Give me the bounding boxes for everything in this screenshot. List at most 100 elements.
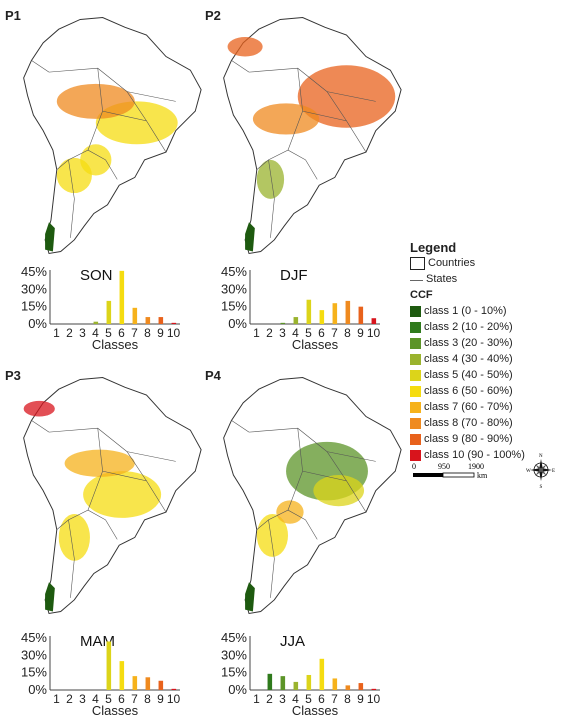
bar-class-10 bbox=[371, 318, 377, 324]
map-p2 bbox=[223, 17, 402, 255]
x-tick-label: 6 bbox=[118, 326, 125, 340]
y-tick-label: 45% bbox=[21, 630, 47, 645]
bar-class-2 bbox=[267, 673, 273, 690]
scale-unit: km bbox=[477, 471, 488, 480]
bar-class-8 bbox=[145, 317, 151, 324]
y-tick-label: 15% bbox=[21, 299, 47, 314]
x-tick-label: 5 bbox=[305, 692, 312, 706]
panel-label-p1: P1 bbox=[5, 8, 21, 23]
legend-class-4: class 4 (30 - 40%) bbox=[410, 351, 560, 367]
y-tick-label: 0% bbox=[28, 316, 47, 331]
class-swatch bbox=[410, 305, 421, 317]
class-label: class 10 (90 - 100%) bbox=[424, 449, 525, 461]
x-tick-label: 2 bbox=[266, 692, 273, 706]
bar-class-7 bbox=[332, 303, 338, 324]
class-swatch bbox=[410, 385, 421, 397]
class-label: class 4 (30 - 40%) bbox=[424, 353, 513, 365]
y-tick-label: 15% bbox=[221, 299, 247, 314]
x-tick-label: 10 bbox=[167, 326, 181, 340]
x-axis-label: Classes bbox=[92, 337, 139, 352]
season-label: MAM bbox=[80, 633, 115, 650]
class-swatch bbox=[410, 401, 421, 413]
x-tick-label: 3 bbox=[279, 692, 286, 706]
class-label: class 2 (10 - 20%) bbox=[424, 321, 513, 333]
y-tick-label: 30% bbox=[221, 647, 247, 662]
x-tick-label: 4 bbox=[92, 326, 99, 340]
x-tick-label: 1 bbox=[53, 692, 60, 706]
x-tick-label: 8 bbox=[344, 692, 351, 706]
y-tick-label: 30% bbox=[221, 281, 247, 296]
x-tick-label: 5 bbox=[105, 326, 112, 340]
bar-class-6 bbox=[119, 270, 125, 324]
bar-class-5 bbox=[106, 300, 112, 324]
bar-class-10 bbox=[171, 322, 177, 324]
legend-class-5: class 5 (40 - 50%) bbox=[410, 367, 560, 383]
scale-tick-2: 1900 bbox=[468, 462, 484, 471]
map-legend: Legend Countries States CCF class 1 (0 -… bbox=[410, 240, 560, 463]
y-tick-label: 45% bbox=[221, 630, 247, 645]
map-p3 bbox=[23, 377, 202, 615]
x-tick-label: 1 bbox=[253, 692, 260, 706]
x-tick-label: 7 bbox=[331, 326, 338, 340]
x-tick-label: 9 bbox=[157, 692, 164, 706]
bar-class-10 bbox=[171, 688, 177, 690]
season-label: DJF bbox=[280, 267, 308, 284]
bar-class-9 bbox=[158, 680, 164, 690]
chart-djf: 0% 15% 30% 45% DJF 1 2 3 4 5 6 7 8 9 10 Classes bbox=[221, 264, 381, 352]
y-tick-label: 30% bbox=[21, 281, 47, 296]
class-label: class 8 (70 - 80%) bbox=[424, 417, 513, 429]
x-tick-label: 8 bbox=[144, 692, 151, 706]
chart-jja: 0% 15% 30% 45% JJA 1 2 3 4 5 6 7 8 9 10 Classes bbox=[221, 630, 381, 718]
bar-class-5 bbox=[306, 299, 312, 324]
bar-class-7 bbox=[132, 307, 138, 324]
bar-class-9 bbox=[358, 683, 364, 690]
legend-class-6: class 6 (50 - 60%) bbox=[410, 383, 560, 399]
class-label: class 9 (80 - 90%) bbox=[424, 433, 513, 445]
class-label: class 1 (0 - 10%) bbox=[424, 305, 507, 317]
x-tick-label: 6 bbox=[318, 692, 325, 706]
x-tick-label: 2 bbox=[66, 326, 73, 340]
class-label: class 7 (60 - 70%) bbox=[424, 401, 513, 413]
class-swatch bbox=[410, 321, 421, 333]
y-tick-label: 0% bbox=[228, 316, 247, 331]
chart-son: 0% 15% 30% 45% SON 1 2 3 4 5 6 7 8 9 10 Classes bbox=[21, 264, 181, 352]
x-tick-label: 10 bbox=[367, 326, 381, 340]
bar-class-9 bbox=[358, 306, 364, 324]
bar-class-4 bbox=[93, 321, 99, 324]
x-tick-label: 8 bbox=[344, 326, 351, 340]
bar-class-4 bbox=[293, 317, 299, 324]
bar-class-8 bbox=[145, 677, 151, 690]
bar-class-6 bbox=[119, 661, 125, 690]
class-label: class 3 (20 - 30%) bbox=[424, 337, 513, 349]
panel-label-p2: P2 bbox=[205, 8, 221, 23]
x-tick-label: 7 bbox=[331, 692, 338, 706]
class-swatch bbox=[410, 369, 421, 381]
x-tick-label: 5 bbox=[105, 692, 112, 706]
y-tick-label: 30% bbox=[21, 647, 47, 662]
scale-tick-1: 950 bbox=[438, 462, 450, 471]
bar-class-3 bbox=[280, 322, 286, 324]
svg-text:W: W bbox=[526, 469, 531, 474]
class-swatch bbox=[410, 337, 421, 349]
class-label: class 5 (40 - 50%) bbox=[424, 369, 513, 381]
bar-class-7 bbox=[132, 676, 138, 690]
svg-text:E: E bbox=[552, 469, 555, 474]
season-label: JJA bbox=[280, 633, 305, 650]
bar-class-10 bbox=[371, 688, 377, 690]
x-tick-label: 3 bbox=[79, 326, 86, 340]
class-label: class 6 (50 - 60%) bbox=[424, 385, 513, 397]
map-p1 bbox=[23, 17, 202, 255]
svg-text:N: N bbox=[539, 454, 543, 459]
legend-class-9: class 9 (80 - 90%) bbox=[410, 431, 560, 447]
svg-text:S: S bbox=[540, 485, 543, 490]
bar-class-3 bbox=[280, 676, 286, 690]
chart-mam: 0% 15% 30% 45% MAM 1 2 3 4 5 6 7 8 9 10 Classes bbox=[21, 630, 181, 718]
x-tick-label: 5 bbox=[305, 326, 312, 340]
legend-class-10: class 10 (90 - 100%) bbox=[410, 447, 560, 463]
x-tick-label: 7 bbox=[131, 692, 138, 706]
x-tick-label: 7 bbox=[131, 326, 138, 340]
legend-states: States bbox=[410, 271, 560, 287]
y-tick-label: 0% bbox=[228, 682, 247, 697]
x-tick-label: 9 bbox=[357, 692, 364, 706]
y-tick-label: 15% bbox=[221, 665, 247, 680]
